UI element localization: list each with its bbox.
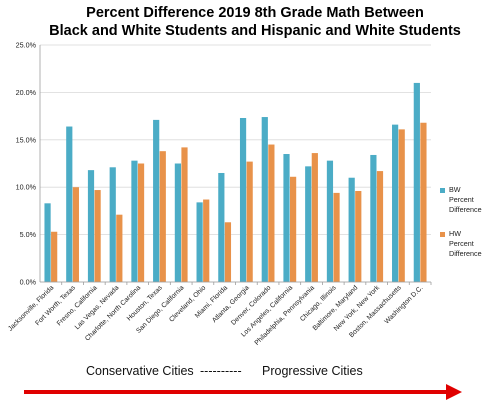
bar-bw [87,170,95,282]
x-category-label: Denver, Colorado [230,284,273,327]
legend-label: BW [449,185,461,194]
legend-label: Difference [449,249,482,258]
bar-hw [333,192,340,282]
y-tick-label: 10.0% [16,183,37,192]
x-category-label: Fresno, California [56,284,99,327]
bar-bw [109,167,116,282]
chart-title-line-2: Black and White Students and Hispanic an… [49,23,461,39]
footer-annotation: Conservative Cities ---------- Progressi… [24,364,462,400]
legend-label: HW [449,229,461,238]
x-category-label: Washington D.C. [383,284,424,325]
y-tick-label: 0.0% [20,278,37,287]
bar-bw [392,124,399,282]
bar-hw [224,222,232,282]
y-tick-label: 25.0% [16,41,37,50]
bar-bw [44,203,51,282]
bar-bw [174,163,181,282]
y-tick-label: 15.0% [16,135,37,144]
chart-title-line-1: Percent Difference 2019 8th Grade Math B… [86,5,424,21]
bar-hw [355,190,362,282]
bar-bw [131,160,138,282]
direction-arrow-head [446,384,462,400]
bar-hw [246,161,253,282]
bar-hw [290,176,297,282]
x-category-label: Fort Worth, Texas [34,284,77,327]
bar-bw [218,172,225,282]
bar-hw [159,151,166,282]
bar-hw [72,187,79,282]
bar-hw [116,214,123,282]
y-tick-label: 20.0% [16,88,37,97]
bar-bw [326,160,334,282]
legend-label: Difference [449,205,482,214]
bar-hw [94,190,101,282]
legend-label: Percent [449,195,474,204]
footer-right-label: Progressive Cities [262,364,363,378]
bar-hw [420,122,427,283]
bar-bw [283,154,290,282]
bar-bw [348,177,355,282]
footer-left-label: Conservative Cities [86,364,194,378]
bar-bw [413,82,420,282]
bar-hw [376,171,384,282]
legend-swatch [440,188,445,193]
bar-hw [181,147,188,282]
bar-hw [398,129,405,282]
bar-bw [261,117,268,282]
bar-hw [311,153,318,282]
bar-bw [239,117,247,282]
footer-dashes: ---------- [200,364,242,378]
bar-bw [370,154,377,282]
y-tick-label: 5.0% [20,230,37,239]
bars [44,82,427,283]
legend-label: Percent [449,239,474,248]
bar-bw [153,119,160,282]
bar-hw [268,144,275,282]
bar-bw [305,166,312,282]
bar-bw [66,126,73,282]
legend-swatch [440,232,445,237]
bar-hw [137,163,145,282]
bar-bw [196,202,203,282]
bar-hw [203,199,210,282]
bar-hw [51,231,58,282]
